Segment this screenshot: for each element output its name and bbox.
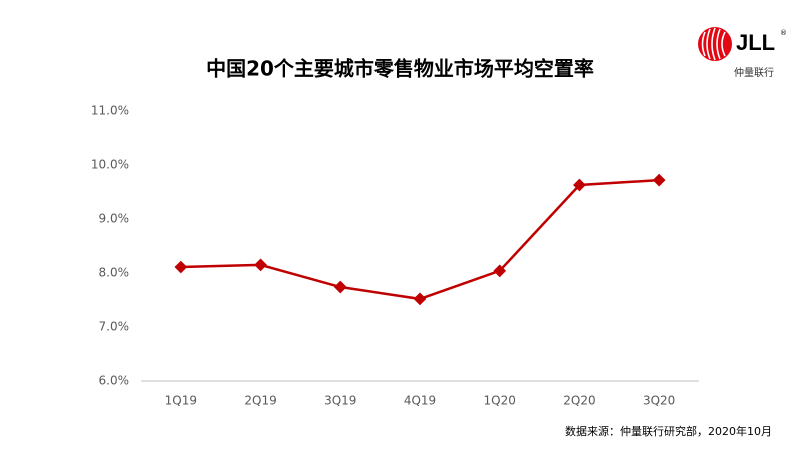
y-tick-label: 10.0% [91, 158, 129, 172]
y-tick-label: 11.0% [91, 104, 129, 118]
x-tick-label: 2Q19 [244, 394, 276, 408]
y-tick-label: 7.0% [99, 320, 130, 334]
x-tick-label: 3Q20 [643, 394, 675, 408]
x-tick-label: 1Q19 [165, 394, 197, 408]
x-tick-label: 1Q20 [484, 394, 516, 408]
x-tick-label: 4Q19 [404, 394, 436, 408]
y-tick-label: 9.0% [99, 212, 130, 226]
data-point [493, 264, 507, 278]
data-point [333, 280, 347, 294]
logo-stripes [701, 27, 726, 61]
x-tick-label: 3Q19 [324, 394, 356, 408]
y-tick-label: 8.0% [99, 266, 130, 280]
x-tick-label: 2Q20 [563, 394, 595, 408]
source-note: 数据来源：仲量联行研究部，2020年10月 [565, 424, 772, 438]
data-point [254, 258, 267, 272]
logo-registered: ® [780, 29, 787, 37]
data-point [174, 260, 188, 274]
y-tick-label: 6.0% [99, 374, 130, 388]
logo-name: 仲量联行 [734, 66, 774, 79]
chart-title: 中国20个主要城市零售物业市场平均空置率 [206, 57, 594, 81]
logo: JLL ® 仲量联行 [698, 27, 787, 79]
logo-brand: JLL [736, 30, 775, 55]
data-point [413, 292, 427, 306]
